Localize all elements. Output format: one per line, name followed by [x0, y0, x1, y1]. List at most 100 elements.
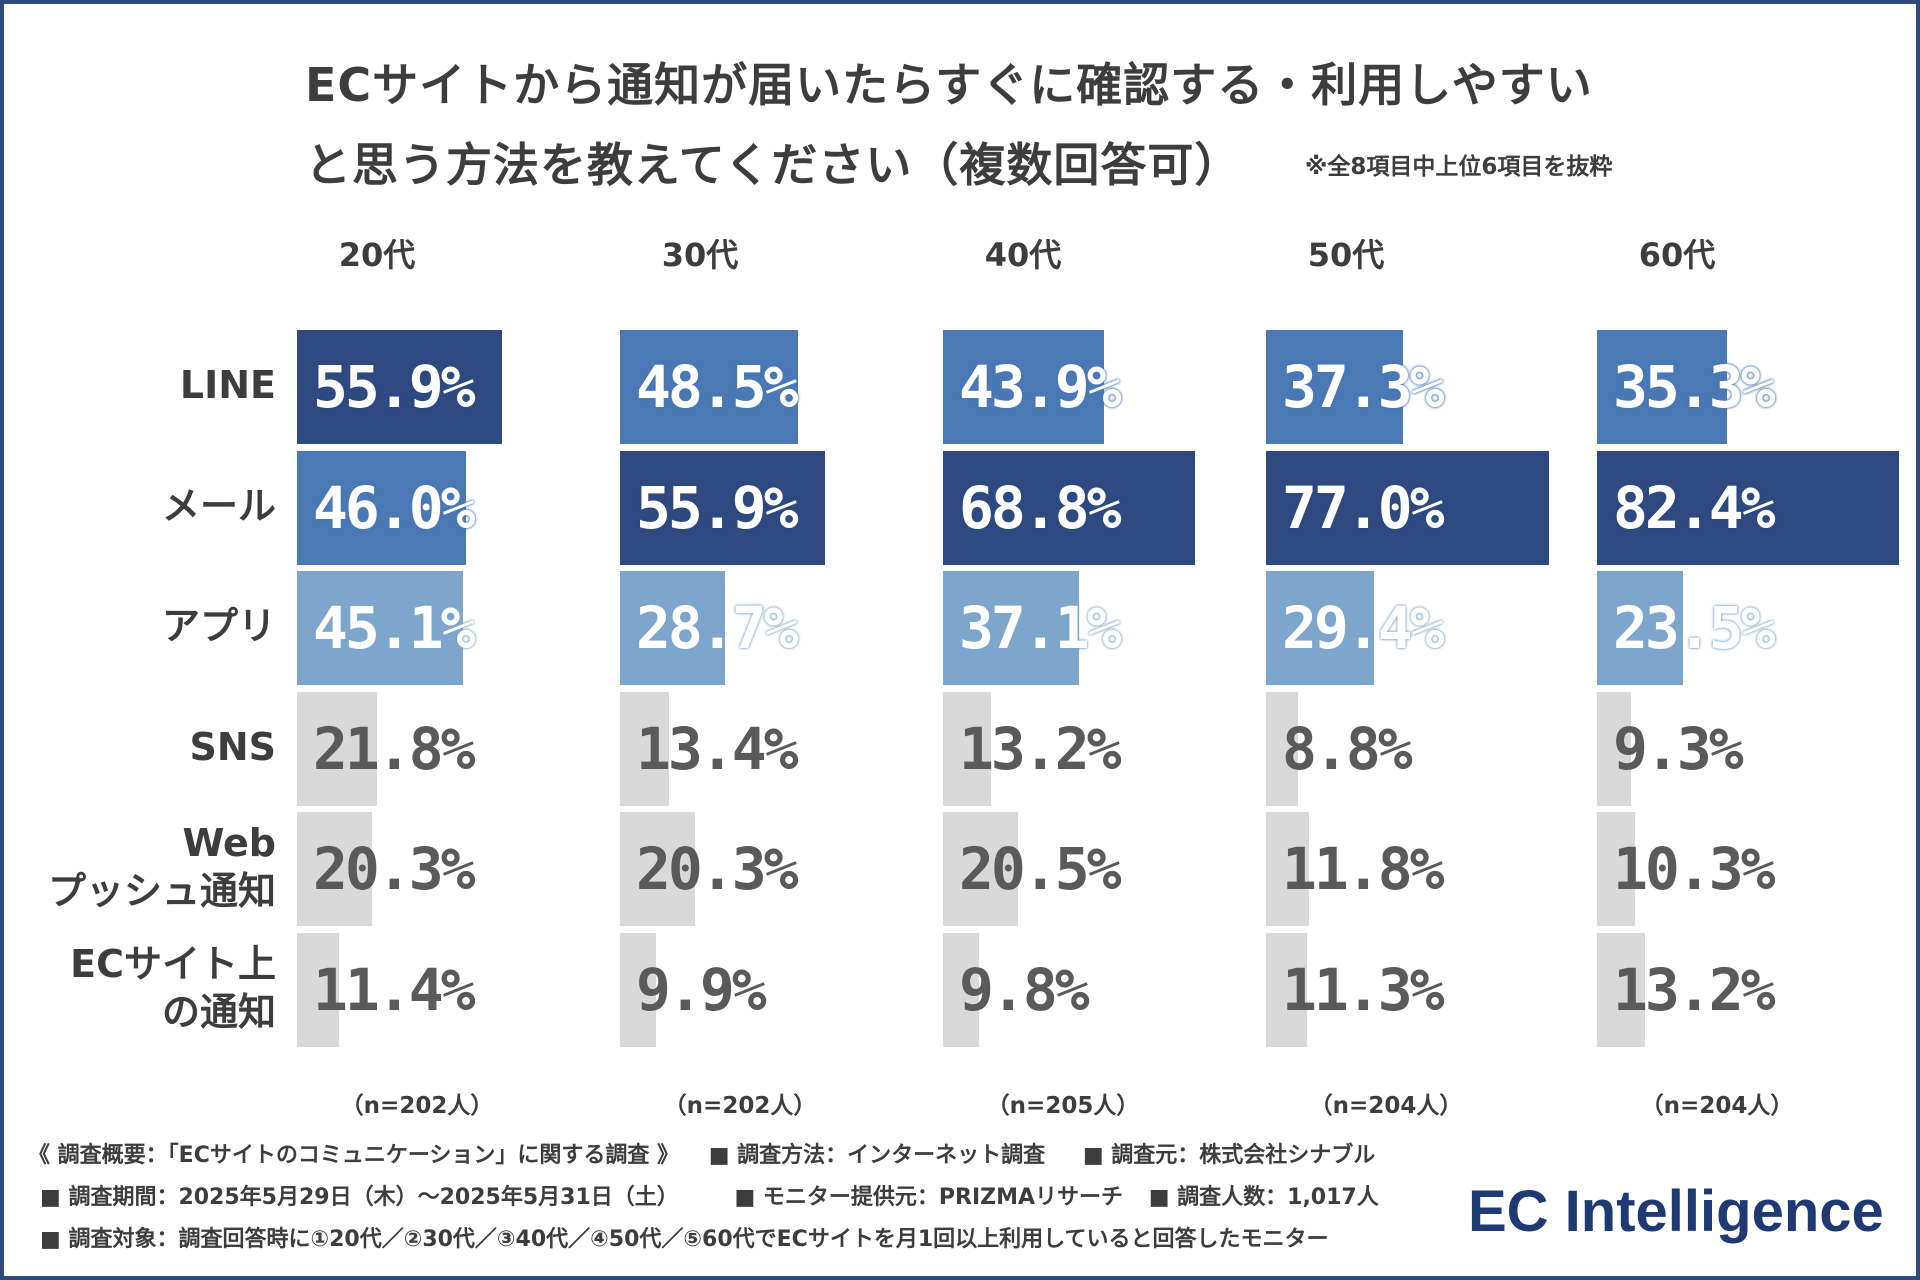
footer-line-2: ■ 調査期間：2025年5月29日（木）～2025年5月31日（土） ■ モニタ… — [28, 1183, 1379, 1213]
category-label-line: の通知 — [161, 989, 276, 1034]
sample-size-label: （n=204人） — [1640, 1093, 1794, 1119]
bar — [620, 571, 726, 685]
age-group-header: 50代 — [1307, 236, 1385, 274]
data-label: 20.3% — [636, 835, 799, 903]
chart-title: ECサイトから通知が届いたらすぐに確認する・利用しやすい と思う方法を教えてくだ… — [305, 45, 1705, 205]
data-label: 9.9% — [636, 955, 767, 1024]
bar — [620, 932, 657, 1047]
data-label: 20.3% — [313, 835, 476, 903]
data-label: 21.8% — [313, 714, 476, 783]
footer-source: ■ 調査元：株式会社シナブル — [1082, 1143, 1376, 1168]
data-label: 8.8% — [1282, 714, 1413, 783]
ec-intelligence-logo: EC Intelligence — [1468, 1179, 1884, 1244]
bar — [297, 812, 372, 926]
footer-line-1: 《 調査概要：「ECサイトのコミュニケーション」に関する調査 》 ■ 調査方法：… — [28, 1141, 1375, 1171]
footer-line-3: ■ 調査対象：調査回答時に①20代／②30代／③40代／④50代／⑤60代でEC… — [28, 1225, 1328, 1255]
bar — [620, 812, 695, 926]
age-group-header: 20代 — [338, 236, 416, 274]
data-label: 11.8% — [1282, 835, 1445, 903]
data-label: 10.3% — [1613, 835, 1776, 903]
category-label: ECサイト上 の通知 — [70, 940, 276, 1036]
data-label: 68.8% — [959, 473, 1122, 542]
category-label-line: SNS — [189, 724, 276, 769]
bar — [1597, 691, 1632, 806]
data-label: 9.8% — [959, 955, 1090, 1024]
bar — [297, 571, 463, 685]
bar — [943, 691, 992, 806]
bar — [1597, 812, 1635, 926]
data-label: 77.0% — [1282, 473, 1445, 542]
bar — [1266, 812, 1310, 926]
bar — [943, 932, 979, 1047]
footer-panel: ■ モニター提供元：PRIZMAリサーチ — [734, 1185, 1124, 1210]
category-label: LINE — [180, 361, 276, 409]
sample-size-label: （n=202人） — [340, 1093, 494, 1119]
category-label-line: アプリ — [161, 604, 276, 648]
bar — [1266, 330, 1403, 444]
data-label: 23.5% — [1613, 594, 1776, 662]
data-label: 20.5% — [959, 835, 1122, 903]
bar — [1597, 450, 1900, 565]
bar — [1266, 691, 1299, 806]
bar — [620, 330, 798, 444]
bar — [1266, 450, 1549, 565]
footer-target: ■ 調査対象：調査回答時に①20代／②30代／③40代／④50代／⑤60代でEC… — [40, 1227, 1329, 1252]
data-label: 45.1% — [313, 594, 476, 662]
data-label: 9.3% — [1613, 714, 1744, 783]
footer-method: ■ 調査方法：インターネット調査 — [708, 1143, 1046, 1168]
data-label: 37.1% — [959, 594, 1122, 662]
data-label: 35.3% — [1613, 353, 1776, 421]
bar — [943, 571, 1080, 685]
category-label-line: プッシュ通知 — [47, 869, 276, 913]
bar — [297, 691, 377, 806]
data-label: 48.5% — [636, 353, 799, 421]
bar — [297, 450, 466, 565]
sample-size-label: （n=205人） — [986, 1093, 1140, 1119]
category-label: Web プッシュ通知 — [48, 819, 276, 915]
category-label: SNS — [189, 723, 276, 771]
bar — [297, 932, 339, 1047]
bar — [943, 812, 1019, 926]
bar — [1266, 932, 1308, 1047]
title-note: ※全8項目中上位6項目を抜粋 — [1305, 154, 1613, 180]
category-label-line: LINE — [179, 363, 276, 407]
footer-survey-title: 《 調査概要：「ECサイトのコミュニケーション」に関する調査 》 — [28, 1143, 680, 1168]
sample-size-label: （n=202人） — [663, 1093, 817, 1119]
category-label-line: Web — [182, 821, 276, 865]
title-line-2: と思う方法を教えてください（複数回答可） — [305, 138, 1242, 192]
bar — [1597, 932, 1646, 1047]
data-label: 11.3% — [1282, 955, 1445, 1024]
bar — [943, 330, 1105, 444]
age-group-header: 40代 — [984, 236, 1062, 274]
data-label: 43.9% — [959, 353, 1122, 421]
age-group-header: 30代 — [661, 236, 739, 274]
data-label: 82.4% — [1613, 473, 1776, 542]
bar — [1266, 571, 1374, 685]
data-label: 13.4% — [636, 714, 799, 783]
data-label: 28.7% — [636, 594, 799, 662]
category-label: アプリ — [162, 602, 276, 650]
bar — [1597, 571, 1684, 685]
title-line-1: ECサイトから通知が届いたらすぐに確認する・利用しやすい — [305, 58, 1593, 112]
data-label: 37.3% — [1282, 353, 1445, 421]
data-label: 11.4% — [313, 955, 476, 1024]
bar — [943, 450, 1196, 565]
category-label-line: メール — [161, 483, 276, 528]
data-label: 55.9% — [313, 353, 476, 421]
footer-count: ■ 調査人数：1,017人 — [1148, 1185, 1379, 1210]
sample-size-label: （n=204人） — [1309, 1093, 1463, 1119]
data-label: 13.2% — [1613, 955, 1776, 1024]
data-label: 29.4% — [1282, 594, 1445, 662]
footer-period: ■ 調査期間：2025年5月29日（木）～2025年5月31日（土） — [40, 1185, 679, 1210]
bar — [620, 450, 826, 565]
category-label-line: ECサイト上 — [70, 941, 276, 986]
bar — [620, 691, 670, 806]
category-label: メール — [162, 482, 276, 530]
age-group-header: 60代 — [1638, 236, 1716, 274]
data-label: 55.9% — [636, 473, 799, 542]
data-label: 13.2% — [959, 714, 1122, 783]
bar — [1597, 330, 1727, 444]
bar — [297, 330, 503, 444]
data-label: 46.0% — [313, 473, 476, 542]
